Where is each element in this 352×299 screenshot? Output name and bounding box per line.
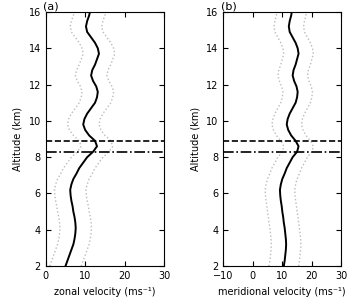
Text: (b): (b) [221, 1, 237, 11]
Y-axis label: Altitude (km): Altitude (km) [13, 107, 23, 171]
Y-axis label: Altitude (km): Altitude (km) [190, 107, 200, 171]
X-axis label: meridional velocity (ms⁻¹): meridional velocity (ms⁻¹) [219, 286, 346, 297]
X-axis label: zonal velocity (ms⁻¹): zonal velocity (ms⁻¹) [54, 286, 156, 297]
Text: (a): (a) [43, 1, 59, 11]
